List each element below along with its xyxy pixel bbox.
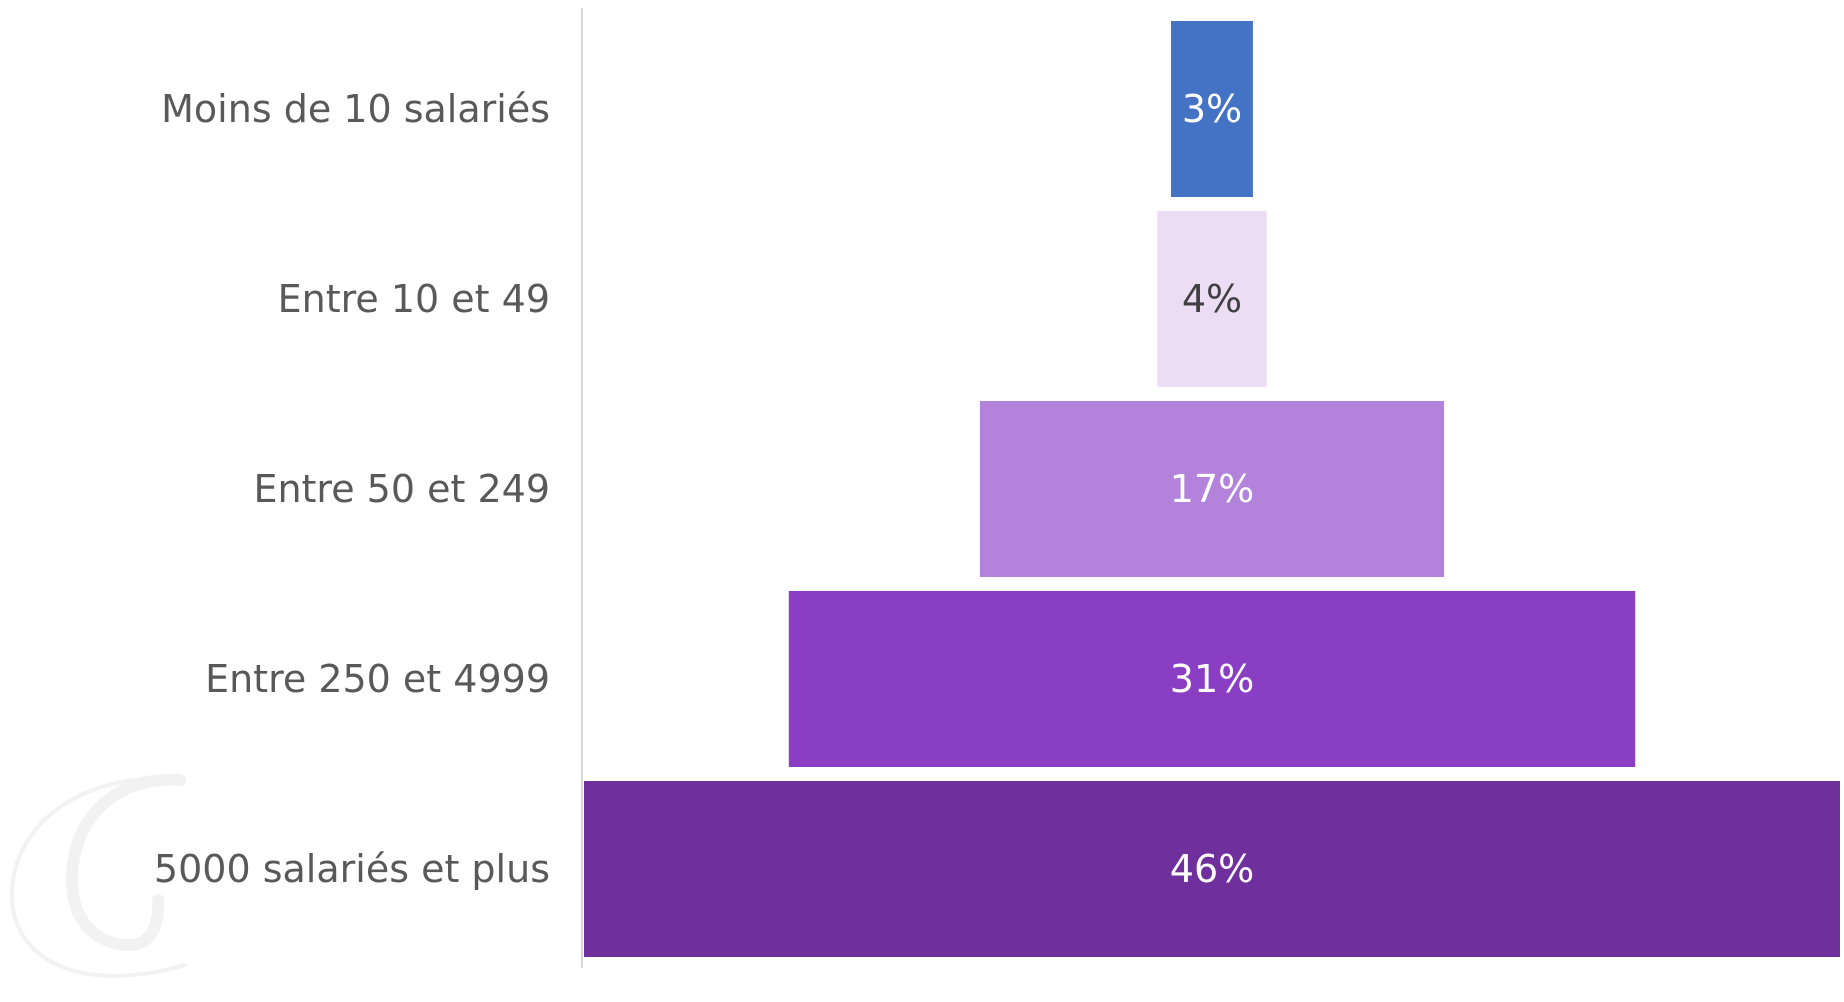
category-label-1: Moins de 10 salariés	[161, 87, 550, 131]
funnel-bar-4	[788, 591, 1636, 767]
category-label-2: Entre 10 et 49	[278, 277, 550, 321]
value-label-1: 3%	[1182, 87, 1242, 131]
value-labels-group: 3% 4% 17% 31% 46%	[1170, 87, 1254, 891]
category-label-5: 5000 salariés et plus	[154, 847, 550, 891]
c-logo-watermark-arc-icon	[9, 776, 187, 978]
category-label-4: Entre 250 et 4999	[205, 657, 550, 701]
value-label-3: 17%	[1170, 467, 1254, 511]
funnel-bar-5	[584, 781, 1840, 957]
funnel-bar-2	[1157, 211, 1267, 387]
category-labels-group: Moins de 10 salariés Entre 10 et 49 Entre …	[154, 87, 550, 891]
funnel-bar-1	[1171, 21, 1253, 197]
value-label-2: 4%	[1182, 277, 1242, 321]
bars-group	[584, 21, 1840, 957]
category-label-3: Entre 50 et 249	[253, 467, 550, 511]
value-label-5: 46%	[1170, 847, 1254, 891]
value-label-4: 31%	[1170, 657, 1254, 701]
funnel-bar-3	[979, 401, 1445, 577]
c-logo-watermark-icon	[65, 773, 186, 952]
